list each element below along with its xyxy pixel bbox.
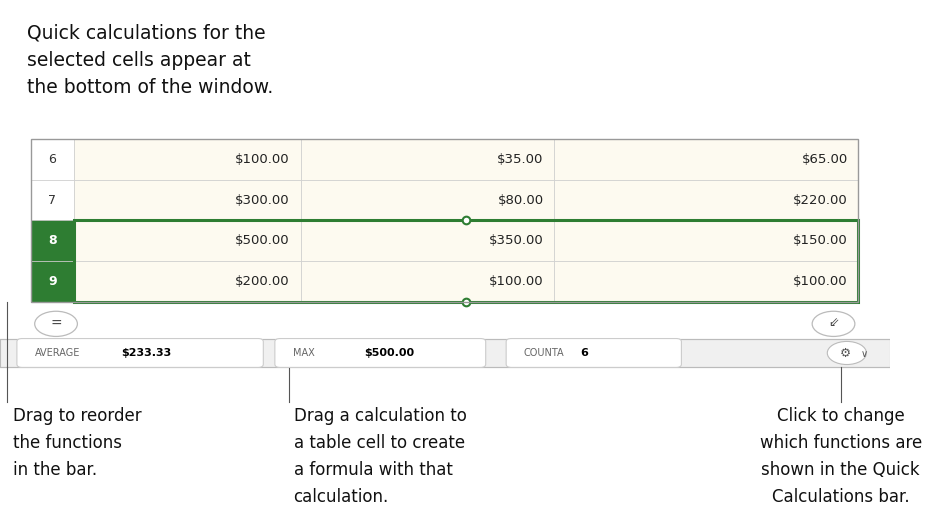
Text: $233.33: $233.33 <box>121 348 171 358</box>
Circle shape <box>812 311 855 336</box>
FancyBboxPatch shape <box>31 220 74 261</box>
Text: MAX: MAX <box>292 348 315 358</box>
FancyBboxPatch shape <box>301 220 554 261</box>
FancyBboxPatch shape <box>74 261 301 302</box>
Text: Drag a calculation to
a table cell to create
a formula with that
calculation.: Drag a calculation to a table cell to cr… <box>293 407 466 506</box>
Text: 8: 8 <box>48 234 57 247</box>
Text: $35.00: $35.00 <box>497 153 544 166</box>
FancyBboxPatch shape <box>74 139 301 180</box>
FancyBboxPatch shape <box>31 261 74 302</box>
Circle shape <box>34 311 77 336</box>
FancyBboxPatch shape <box>31 139 74 180</box>
Text: AVERAGE: AVERAGE <box>34 348 80 358</box>
Text: ⚙: ⚙ <box>840 346 851 360</box>
Text: 6: 6 <box>581 348 588 358</box>
Text: ∨: ∨ <box>861 349 869 359</box>
Text: $220.00: $220.00 <box>793 194 848 206</box>
Circle shape <box>828 342 867 364</box>
Text: =: = <box>50 317 61 331</box>
Text: Click to change
which functions are
shown in the Quick
Calculations bar.: Click to change which functions are show… <box>760 407 922 506</box>
FancyBboxPatch shape <box>554 139 858 180</box>
Text: $300.00: $300.00 <box>236 194 290 206</box>
FancyBboxPatch shape <box>0 338 889 368</box>
Text: Quick calculations for the
selected cells appear at
the bottom of the window.: Quick calculations for the selected cell… <box>27 23 273 97</box>
FancyBboxPatch shape <box>554 180 858 220</box>
Text: Drag to reorder
the functions
in the bar.: Drag to reorder the functions in the bar… <box>13 407 142 479</box>
FancyBboxPatch shape <box>506 338 681 368</box>
Text: $500.00: $500.00 <box>236 234 290 247</box>
FancyBboxPatch shape <box>31 180 74 220</box>
FancyBboxPatch shape <box>554 261 858 302</box>
FancyBboxPatch shape <box>74 180 301 220</box>
Text: $150.00: $150.00 <box>793 234 848 247</box>
Text: COUNTA: COUNTA <box>524 348 564 358</box>
FancyBboxPatch shape <box>301 180 554 220</box>
FancyBboxPatch shape <box>301 139 554 180</box>
FancyBboxPatch shape <box>554 220 858 261</box>
FancyBboxPatch shape <box>275 338 486 368</box>
Text: $500.00: $500.00 <box>364 348 414 358</box>
FancyBboxPatch shape <box>17 338 263 368</box>
Text: $200.00: $200.00 <box>236 275 290 288</box>
Text: $100.00: $100.00 <box>236 153 290 166</box>
Text: 6: 6 <box>48 153 57 166</box>
Text: 9: 9 <box>48 275 57 288</box>
FancyBboxPatch shape <box>74 220 301 261</box>
Text: $100.00: $100.00 <box>489 275 544 288</box>
FancyBboxPatch shape <box>301 261 554 302</box>
Text: 7: 7 <box>48 194 57 206</box>
Text: $80.00: $80.00 <box>497 194 544 206</box>
Text: $100.00: $100.00 <box>793 275 848 288</box>
Text: $65.00: $65.00 <box>802 153 848 166</box>
Text: $350.00: $350.00 <box>489 234 544 247</box>
Text: ⇙: ⇙ <box>829 316 839 329</box>
